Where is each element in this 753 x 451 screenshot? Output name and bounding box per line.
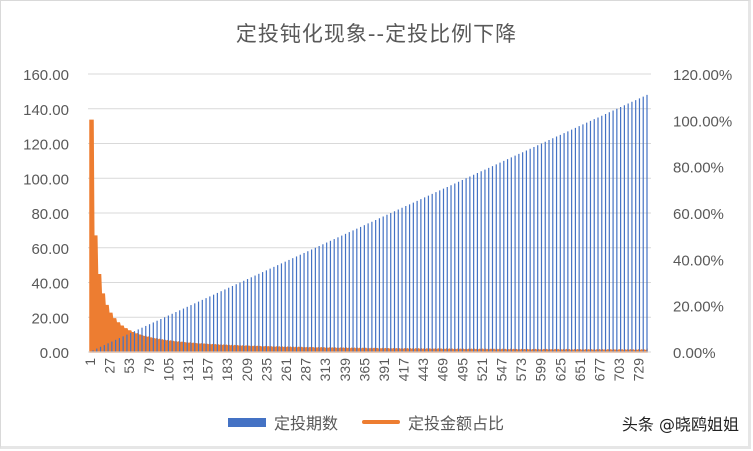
- x-axis-tick: 703: [611, 358, 627, 382]
- period-bars: [92, 94, 648, 352]
- left-axis-tick: 0.00: [40, 345, 69, 362]
- x-axis-tick: 625: [552, 358, 568, 382]
- legend-item-ratio[interactable]: 定投金额占比: [362, 410, 504, 434]
- x-axis-tick: 443: [415, 358, 431, 382]
- legend-label: 定投期数: [274, 414, 339, 433]
- left-axis-tick: 160.00: [23, 67, 69, 84]
- x-axis-tick: 209: [239, 358, 255, 382]
- x-axis-tick: 79: [141, 358, 157, 374]
- x-axis-tick: 729: [631, 358, 647, 382]
- x-axis-tick: 495: [454, 358, 470, 382]
- right-axis-tick: 120.00%: [673, 67, 732, 84]
- right-axis-tick: 40.00%: [673, 252, 724, 269]
- left-axis-tick: 20.00: [31, 310, 69, 327]
- x-axis-tick: 183: [219, 358, 235, 382]
- x-axis-tick: 157: [200, 358, 216, 382]
- left-axis-tick: 140.00: [23, 102, 69, 119]
- x-axis-tick: 131: [180, 358, 196, 382]
- left-axis-tick: 80.00: [31, 206, 69, 223]
- legend-label: 定投金额占比: [408, 414, 505, 433]
- right-axis-tick: 0.00%: [673, 345, 716, 362]
- right-axis-tick: 80.00%: [673, 160, 724, 177]
- x-axis-tick: 417: [396, 358, 412, 382]
- x-axis-tick: 391: [376, 358, 392, 382]
- right-axis-tick: 60.00%: [673, 206, 724, 223]
- legend-swatch-bar-icon: [228, 417, 266, 427]
- x-axis-tick: 677: [592, 358, 608, 382]
- right-axis-tick: 20.00%: [673, 299, 724, 316]
- x-axis-tick: 1: [82, 358, 98, 366]
- left-axis-tick: 60.00: [31, 241, 69, 258]
- watermark: 头条 @晓鸥姐姐: [621, 415, 739, 434]
- ratio-area: [89, 119, 648, 353]
- x-axis-tick: 313: [317, 358, 333, 382]
- x-axis-tick: 547: [494, 358, 510, 382]
- x-axis-tick: 365: [356, 358, 372, 382]
- x-axis-tick: 53: [121, 358, 137, 374]
- legend: 定投期数 定投金额占比: [228, 410, 528, 434]
- left-axis-tick: 120.00: [23, 137, 69, 154]
- x-axis-tick: 599: [533, 358, 549, 382]
- chart-title: 定投钝化现象--定投比例下降: [235, 22, 518, 46]
- x-axis-tick: 469: [435, 358, 451, 382]
- x-axis-tick: 339: [337, 358, 353, 382]
- x-axis-tick: 521: [474, 358, 490, 382]
- left-axis-tick: 40.00: [31, 276, 69, 293]
- x-axis-tick: 235: [258, 358, 274, 382]
- x-axis-tick: 651: [572, 358, 588, 382]
- right-axis-tick: 100.00%: [673, 113, 732, 130]
- legend-swatch-line-icon: [362, 420, 401, 424]
- x-axis-tick: 287: [298, 358, 314, 382]
- x-axis-tick: 105: [160, 358, 176, 382]
- x-axis-tick: 261: [278, 358, 294, 382]
- x-axis-tick: 27: [102, 358, 118, 374]
- legend-item-periods[interactable]: 定投期数: [228, 410, 338, 434]
- left-axis-tick: 100.00: [23, 171, 69, 188]
- x-axis-tick: 573: [513, 358, 529, 382]
